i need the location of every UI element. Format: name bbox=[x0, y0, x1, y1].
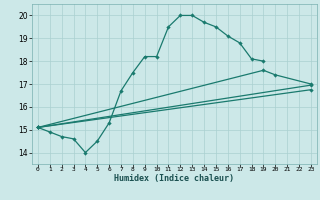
X-axis label: Humidex (Indice chaleur): Humidex (Indice chaleur) bbox=[115, 174, 234, 183]
